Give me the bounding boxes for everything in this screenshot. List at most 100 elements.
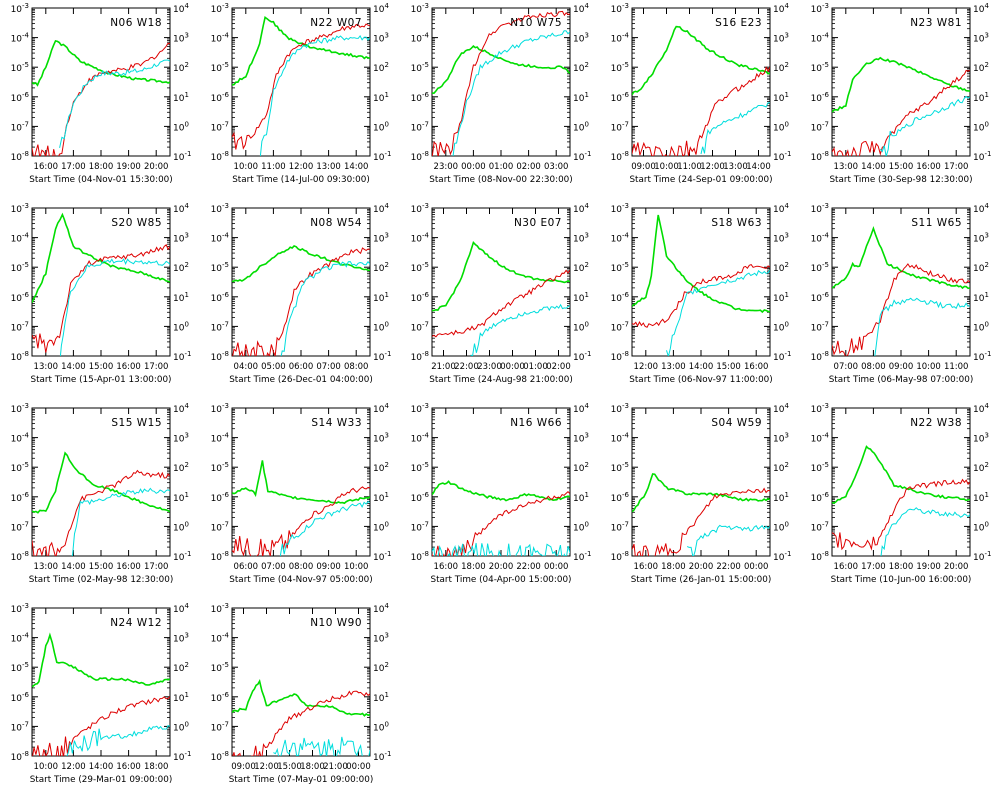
y2-tick-label: 100 xyxy=(973,320,989,333)
x-tick-label: 16:00 xyxy=(116,562,141,572)
x-tick-label: 17:00 xyxy=(944,162,969,172)
x-tick-label: 13:00 xyxy=(316,162,341,172)
y2-tick-label: 104 xyxy=(773,402,789,415)
y-tick-label: 10-3 xyxy=(11,402,29,415)
start-time-label: Start Time (24-Aug-98 21:00:00) xyxy=(429,375,573,385)
x-tick-label: 20:00 xyxy=(944,562,969,572)
y-tick-label: 10-8 xyxy=(11,150,29,163)
plot-frame xyxy=(231,7,371,157)
region-label: N24 W12 xyxy=(110,617,162,629)
flare-panel: 10-3 10-4 10-5 10-6 10-7 10-8 104 103 102 101 100 1… xyxy=(800,200,1000,400)
x-tick-label: 08:00 xyxy=(289,562,314,572)
series-line xyxy=(632,473,770,513)
y-tick-label: 10-4 xyxy=(611,32,630,45)
y-tick-label: 10-6 xyxy=(811,491,830,504)
x-tick-label: 14:00 xyxy=(61,362,86,372)
y2-tick-label: 101 xyxy=(573,91,589,104)
y2-tick-label: 101 xyxy=(573,291,589,304)
y-tick-label: 10-4 xyxy=(211,432,230,445)
plot-frame xyxy=(831,207,971,357)
y-tick-label: 10-8 xyxy=(11,750,29,763)
x-tick-label: 07:00 xyxy=(316,362,341,372)
x-tick-label: 12:00 xyxy=(254,762,279,772)
flare-panel: 10-3 10-4 10-5 10-6 10-7 10-8 104 103 102 101 100 1… xyxy=(200,600,400,800)
x-tick-label: 18:00 xyxy=(661,562,686,572)
y2-tick-label: 101 xyxy=(573,491,589,504)
series-line xyxy=(432,10,570,156)
flare-chart: 10-3 10-4 10-5 10-6 10-7 10-8 104 103 102 101 100 1… xyxy=(11,2,192,185)
x-tick-label: 10:00 xyxy=(234,162,259,172)
y-tick-label: 10-7 xyxy=(11,120,29,133)
y2-tick-label: 101 xyxy=(973,91,989,104)
y-tick-label: 10-7 xyxy=(611,120,629,133)
series-line xyxy=(273,736,370,756)
y2-tick-label: 100 xyxy=(573,120,589,133)
y-tick-label: 10-7 xyxy=(811,520,829,533)
start-time-label: Start Time (26-Dec-01 04:00:00) xyxy=(229,375,373,385)
series-line xyxy=(832,225,970,290)
start-time-label: Start Time (26-Jan-01 15:00:00) xyxy=(631,575,772,585)
y-tick-label: 10-8 xyxy=(611,150,629,163)
y-tick-label: 10-4 xyxy=(411,232,430,245)
series-line xyxy=(879,95,970,156)
x-tick-label: 21:00 xyxy=(431,362,456,372)
y-tick-label: 10-6 xyxy=(411,291,430,304)
x-tick-label: 14:00 xyxy=(89,762,114,772)
y-tick-label: 10-6 xyxy=(211,491,230,504)
y-tick-label: 10-4 xyxy=(411,432,430,445)
x-tick-label: 20:00 xyxy=(489,562,514,572)
y2-tick-label: 10-1 xyxy=(973,350,991,363)
y-tick-label: 10-5 xyxy=(11,261,29,274)
x-tick-label: 14:00 xyxy=(861,162,886,172)
flare-panel: 10-3 10-4 10-5 10-6 10-7 10-8 104 103 102 101 100 1… xyxy=(400,0,600,200)
x-tick-label: 09:00 xyxy=(316,562,341,572)
x-tick-label: 16:00 xyxy=(116,362,141,372)
plot-frame xyxy=(631,207,771,357)
x-tick-label: 10:00 xyxy=(344,562,369,572)
x-tick-label: 17:00 xyxy=(144,362,169,372)
series-line xyxy=(232,16,370,86)
y-tick-label: 10-4 xyxy=(611,232,630,245)
series-line xyxy=(432,269,570,338)
plot-frame xyxy=(31,7,171,157)
x-tick-label: 14:00 xyxy=(344,162,369,172)
y-tick-label: 10-4 xyxy=(811,232,830,245)
region-label: S11 W65 xyxy=(911,217,962,229)
y-tick-label: 10-7 xyxy=(11,320,29,333)
series-line xyxy=(232,460,370,505)
y2-tick-label: 104 xyxy=(973,2,989,15)
x-tick-label: 16:00 xyxy=(116,762,141,772)
y2-tick-label: 100 xyxy=(173,720,189,733)
series-line xyxy=(232,690,370,756)
series-line xyxy=(432,480,570,502)
series-line xyxy=(666,269,770,356)
y2-tick-label: 104 xyxy=(573,402,589,415)
y2-tick-label: 103 xyxy=(173,232,189,245)
y2-tick-label: 10-1 xyxy=(773,150,791,163)
x-tick-label: 22:00 xyxy=(516,562,541,572)
start-time-label: Start Time (15-Apr-01 13:00:00) xyxy=(31,375,172,385)
x-tick-label: 04:00 xyxy=(234,362,259,372)
flare-chart: 10-3 10-4 10-5 10-6 10-7 10-8 104 103 102 101 100 1… xyxy=(811,2,992,185)
flare-chart: 10-3 10-4 10-5 10-6 10-7 10-8 104 103 102 101 100 1… xyxy=(411,2,592,185)
start-time-label: Start Time (30-Sep-98 12:30:00) xyxy=(829,175,972,185)
y2-tick-label: 10-1 xyxy=(173,150,191,163)
y-tick-label: 10-5 xyxy=(11,61,29,74)
flare-panel: 10-3 10-4 10-5 10-6 10-7 10-8 104 103 102 101 100 1… xyxy=(0,200,200,400)
flare-chart: 10-3 10-4 10-5 10-6 10-7 10-8 104 103 102 101 100 1… xyxy=(611,202,792,385)
y-tick-label: 10-7 xyxy=(611,520,629,533)
series-line xyxy=(259,34,370,156)
y2-tick-label: 10-1 xyxy=(773,350,791,363)
y-tick-label: 10-3 xyxy=(411,402,429,415)
flare-panel: 10-3 10-4 10-5 10-6 10-7 10-8 104 103 102 101 100 1… xyxy=(400,400,600,600)
y-tick-label: 10-5 xyxy=(611,461,629,474)
y2-tick-label: 100 xyxy=(973,520,989,533)
flare-panel: 10-3 10-4 10-5 10-6 10-7 10-8 104 103 102 101 100 1… xyxy=(600,0,800,200)
x-tick-label: 14:00 xyxy=(746,162,771,172)
y2-tick-label: 101 xyxy=(773,291,789,304)
region-label: N23 W81 xyxy=(910,17,962,29)
plot-frame xyxy=(631,407,771,557)
y2-tick-label: 10-1 xyxy=(173,750,191,763)
y2-tick-label: 101 xyxy=(173,291,189,304)
x-tick-label: 00:00 xyxy=(500,362,525,372)
